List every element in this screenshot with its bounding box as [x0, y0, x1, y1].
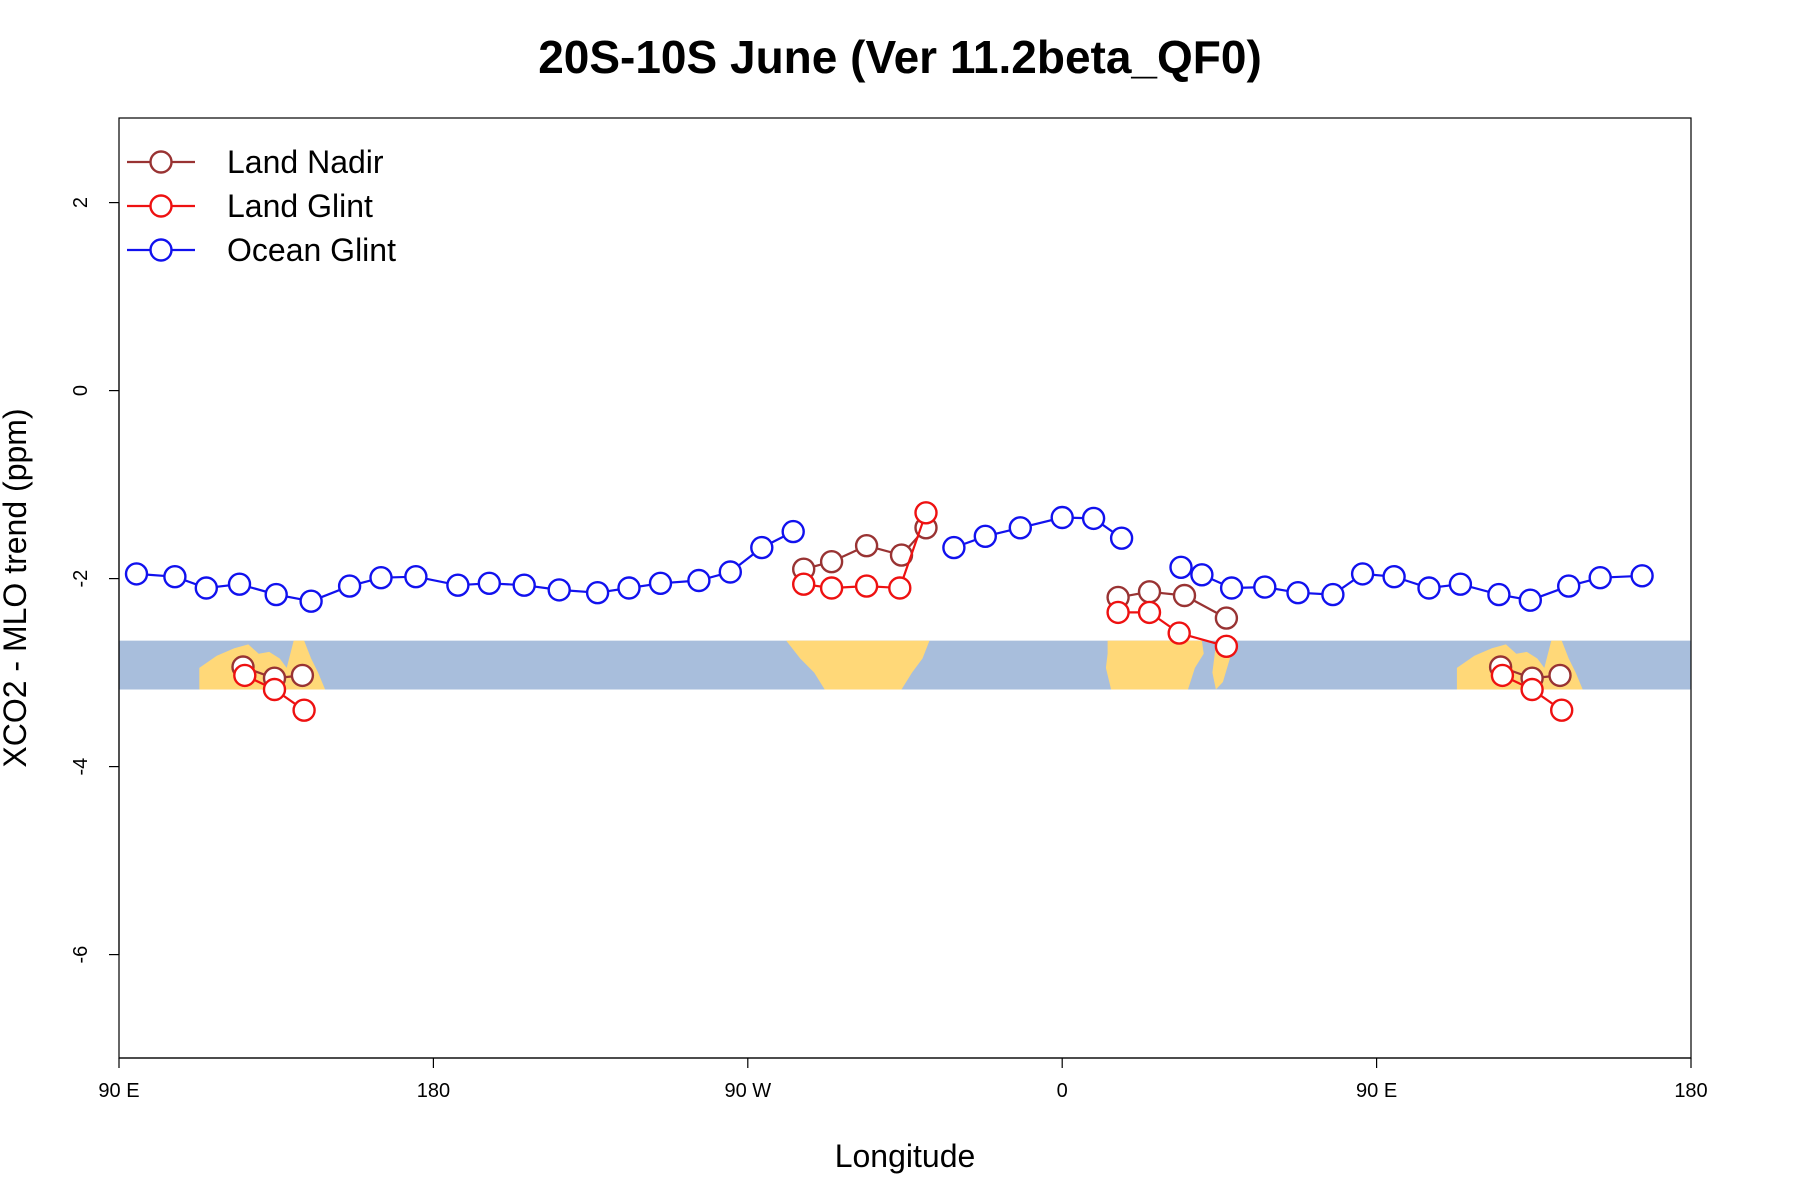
data-point	[1109, 526, 1134, 550]
y-tick-label: -6	[70, 946, 92, 964]
x-tick-label: 180	[417, 1080, 450, 1102]
data-point	[1106, 600, 1130, 625]
data-point	[854, 534, 879, 558]
data-point	[1190, 563, 1214, 587]
data-point	[687, 568, 711, 593]
data-point	[819, 576, 844, 600]
data-point	[124, 562, 149, 586]
data-point	[1137, 580, 1162, 604]
x-tick-label: 0	[1057, 1080, 1068, 1102]
data-point	[1219, 576, 1244, 600]
series-ocean-glint	[124, 505, 1654, 613]
data-point	[227, 572, 252, 596]
data-point	[1548, 663, 1572, 688]
data-point	[1518, 588, 1543, 612]
legend-label: Land Nadir	[227, 144, 384, 180]
y-tick-label: 2	[70, 197, 92, 208]
data-point	[1321, 582, 1345, 607]
data-point	[1448, 572, 1473, 596]
data-point	[854, 574, 879, 598]
data-point	[1081, 506, 1106, 531]
data-point	[1588, 566, 1612, 590]
legend-item: Ocean Glint	[127, 232, 396, 268]
series-land-glint	[233, 501, 1574, 722]
data-point	[477, 571, 501, 595]
data-point	[163, 565, 187, 589]
data-point	[1169, 555, 1193, 579]
y-tick-label: -4	[70, 758, 92, 776]
series-layer	[124, 501, 1654, 722]
data-point	[512, 573, 536, 597]
y-tick-label: -2	[70, 570, 92, 588]
series-line	[1118, 611, 1227, 648]
data-point	[1556, 574, 1581, 598]
data-point	[369, 566, 393, 590]
data-point	[819, 550, 844, 574]
legend: Land Nadir Land Glint Ocean Glint	[127, 144, 396, 268]
land-africa	[1105, 640, 1204, 690]
data-point	[617, 576, 641, 600]
legend-marker	[149, 150, 173, 174]
data-point	[233, 663, 257, 688]
data-point	[1490, 663, 1515, 688]
data-point	[781, 519, 805, 544]
data-point	[648, 571, 673, 595]
data-point	[1172, 583, 1197, 608]
legend-item: Land Nadir	[127, 144, 384, 180]
data-point	[292, 698, 316, 722]
data-point	[404, 565, 428, 589]
data-point	[1286, 581, 1310, 605]
data-point	[1137, 600, 1162, 625]
data-point	[914, 501, 938, 525]
data-point	[792, 572, 816, 596]
data-point	[446, 573, 470, 597]
data-point	[1417, 576, 1441, 600]
data-point	[750, 535, 774, 560]
data-point	[1487, 582, 1511, 607]
data-point	[1382, 565, 1406, 589]
data-point	[290, 663, 315, 688]
background-map	[119, 640, 1691, 690]
land-south-america	[786, 640, 930, 690]
x-tick-label: 90 E	[1356, 1080, 1397, 1102]
data-point	[1520, 677, 1544, 702]
data-point	[585, 581, 610, 605]
y-tick-label: 0	[70, 385, 92, 396]
legend-label: Land Glint	[227, 188, 373, 224]
x-tick-label: 90 E	[98, 1080, 139, 1102]
data-point	[1214, 606, 1239, 630]
data-point	[942, 535, 966, 560]
data-point	[547, 578, 571, 602]
data-point	[973, 524, 997, 548]
x-axis-title: Longitude	[835, 1138, 976, 1174]
x-tick-label: 180	[1674, 1080, 1707, 1102]
data-point	[1008, 516, 1032, 540]
chart-title: 20S-10S June (Ver 11.2beta_QF0)	[538, 31, 1262, 83]
data-point	[264, 582, 288, 607]
legend-marker	[149, 194, 173, 218]
data-point	[262, 677, 287, 702]
legend-item: Land Glint	[127, 188, 373, 224]
axes: 90 E 180 90 W 0 90 E 180 2 0 -2 -4 -6	[70, 197, 1708, 1102]
y-axis-title: XCO2 - MLO trend (ppm)	[0, 408, 33, 767]
data-point	[1167, 621, 1191, 645]
data-point	[299, 589, 323, 613]
data-point	[1549, 698, 1574, 722]
data-point	[1350, 562, 1375, 586]
series-line	[1117, 590, 1227, 620]
data-point	[718, 560, 742, 584]
x-tick-label: 90 W	[724, 1080, 771, 1102]
data-point	[194, 576, 219, 600]
data-point	[1214, 634, 1239, 658]
legend-marker	[149, 238, 173, 262]
data-point	[1630, 564, 1654, 588]
data-point	[1253, 575, 1277, 599]
data-point	[1050, 505, 1074, 530]
data-point	[337, 574, 362, 598]
data-point	[888, 576, 912, 600]
legend-label: Ocean Glint	[227, 232, 396, 268]
